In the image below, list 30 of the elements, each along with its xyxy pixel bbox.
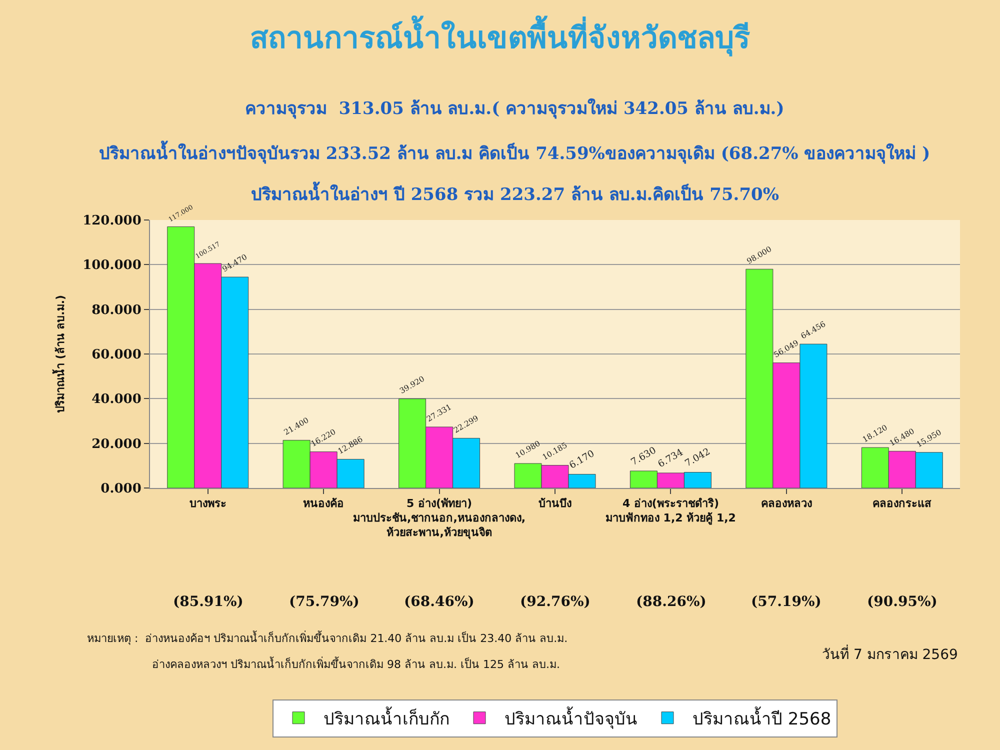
- x-tick-label: บ้านบึง: [538, 497, 572, 510]
- x-tick-label: 4 อ่าง(พระราชดำริ) มาบฟักทอง 1,2 ห้วยคู้ 1,2: [605, 497, 736, 526]
- text: (90.95%): [867, 594, 938, 610]
- text: ความจุรวม 313.05 ล้าน ลบ.ม.( ความจุรวมใหม่ 342.05 ล้าน ลบ.ม.) ปริมาณน้ำในอ่างฯปัจจุบันรวม 233.52 ล้าน ลบ.ม คิดเป็น 74.59%ของความจุเดิม (68.27% ของความจุใหม่ ) ปริมาณน้ำในอ่างฯ ปี 2568 รวม 223.27 ล้าน ลบ.ม.คิดเป็น 75.70%: [99, 99, 930, 205]
- text: (68.46%): [404, 594, 474, 610]
- x-tick-label: บางพระ: [189, 497, 226, 510]
- y-axis-title: ปริมาณน้ำ (ล้าน ลบ.ม.): [52, 294, 68, 414]
- x-tick-label: คลองกระแส: [872, 497, 932, 510]
- y-tick-label: 120.000: [82, 214, 142, 229]
- text: (57.19%): [751, 594, 822, 610]
- chart-title: สถานการณ์น้ำในเขตพื้นที่จังหวัดชลบุรี: [250, 15, 750, 57]
- x-tick-label: 5 อ่าง(พัทยา) มาบประชัน,ชากนอก,หนองกลางดง, ห้วยสะพาน,ห้วยขุนจิต: [353, 497, 526, 540]
- y-tick-label: 20.000: [92, 436, 142, 452]
- text: (75.79%): [289, 594, 360, 610]
- y-tick-label: 80.000: [92, 302, 142, 318]
- legend-label: ปริมาณน้ำปี 2568: [692, 706, 832, 730]
- legend-label: ปริมาณน้ำเก็บกัก: [324, 706, 450, 730]
- x-tick-label: คลองหลวง: [760, 497, 812, 510]
- text: (85.91%): [173, 594, 244, 610]
- y-tick-label: 100.000: [82, 258, 142, 274]
- text: อ่างคลองหลวงฯ ปริมาณน้ำเก็บกักเพิ่มขึ้นจากเดิม 98 ล้าน ลบ.ม. เป็น 125 ล้าน ลบ.ม.: [152, 656, 560, 671]
- text: หมายเหตุ : อ่างหนองค้อฯ ปริมาณน้ำเก็บกักเพิ่มขึ้นจากเดิม 21.40 ล้าน ลบ.ม เป็น 23.40 ล้าน ลบ.ม.: [87, 630, 568, 645]
- text: (88.26%): [636, 594, 706, 610]
- text: (92.76%): [520, 594, 590, 610]
- x-tick-label: หนองค้อ: [303, 497, 344, 510]
- y-tick-label: 40.000: [92, 392, 142, 408]
- y-tick-label: 0.000: [100, 482, 142, 497]
- text: วันที่ 7 มกราคม 2569: [822, 645, 958, 663]
- y-tick-label: 60.000: [92, 348, 142, 363]
- legend-label: ปริมาณน้ำปัจจุบัน: [504, 706, 638, 730]
